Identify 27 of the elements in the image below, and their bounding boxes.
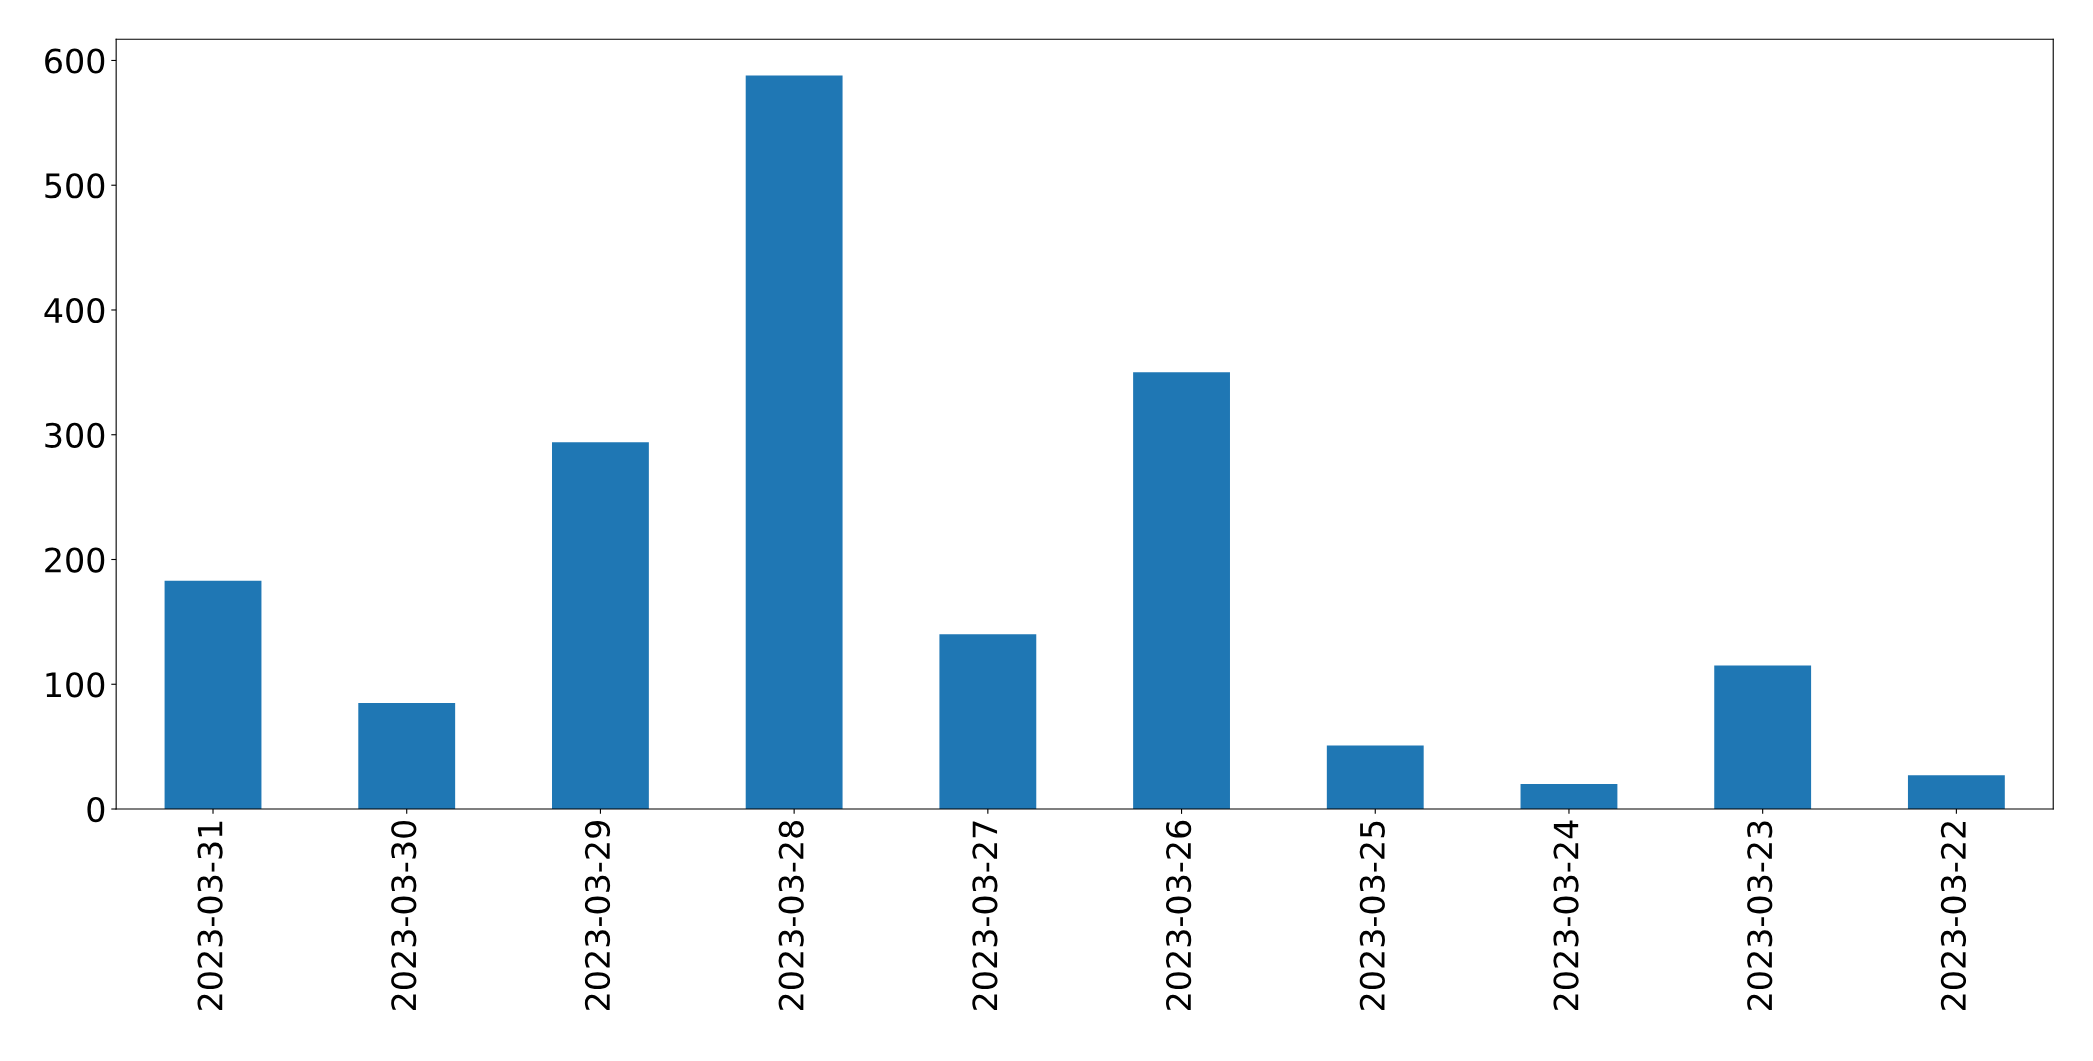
bar [1907,775,2005,810]
x-tick-label: 2023-03-30 [391,820,417,1011]
x-tick-label: 2023-03-26 [1166,820,1192,1011]
y-tick-label: 400 [44,297,105,324]
x-tick-label: 2023-03-29 [584,821,611,1011]
y-tick-label: 0 [87,796,105,823]
bar [552,442,649,810]
bar [939,634,1037,810]
bar [1326,745,1424,810]
bar [1714,665,1812,810]
y-tick-label: 200 [45,547,105,573]
x-tick-label: 2023-03-28 [778,821,804,1011]
bar [358,702,456,810]
bar [745,75,843,810]
y-tick-label: 500 [45,173,105,199]
y-tick-label: 100 [46,672,105,698]
x-tick-label: 2023-03-23 [1747,821,1773,1011]
bar [1520,784,1618,810]
x-tick-label: 2023-03-25 [1359,821,1385,1011]
bar [164,580,262,810]
bar [1133,372,1230,810]
y-tick-label: 600 [45,48,105,74]
y-tick-label: 300 [45,422,105,448]
x-tick-label: 2023-03-31 [197,821,223,1011]
x-tick-label: 2023-03-22 [1940,822,1967,1011]
x-tick-label: 2023-03-27 [972,821,998,1011]
x-tick-label: 2023-03-24 [1553,820,1579,1011]
